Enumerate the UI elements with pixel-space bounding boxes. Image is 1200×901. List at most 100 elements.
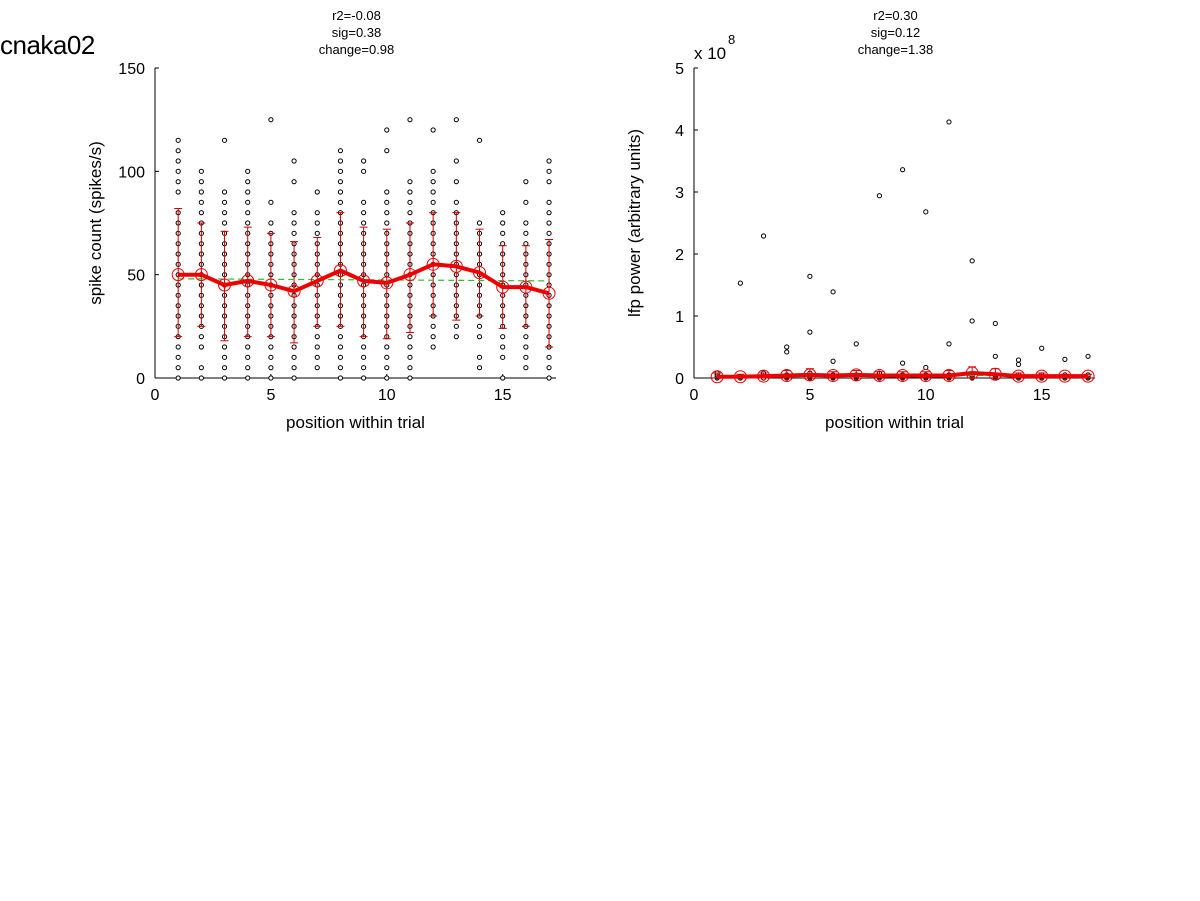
chart-0-trial-point	[245, 344, 251, 350]
chart-0-trial-point	[407, 210, 413, 216]
chart-0-trial-point	[384, 210, 390, 216]
chart-1-mean-marker	[942, 369, 956, 383]
chart-1-x-axis-label: position within trial	[825, 413, 964, 432]
chart-0-trial-point	[314, 189, 320, 195]
chart-1-trial-point	[784, 349, 790, 355]
chart-0-trial-point	[268, 354, 274, 360]
chart-1-trial-point	[1039, 345, 1045, 351]
chart-1-trial-point	[900, 360, 906, 366]
chart-0-trial-point	[361, 365, 367, 371]
chart-1-x-tick-label: 0	[690, 387, 699, 404]
chart-0-mean-line	[178, 262, 550, 296]
chart-0-mean-marker	[310, 274, 324, 288]
chart-0-y-axis-label: spike count (spikes/s)	[86, 141, 105, 304]
chart-0-trial-point	[198, 168, 204, 174]
chart-0-trial-point	[337, 189, 344, 195]
chart-0-trial-point	[407, 354, 413, 360]
chart-0-trial-point	[314, 334, 320, 340]
chart-0-trial-point	[546, 158, 552, 164]
chart-0-trial-point	[407, 365, 413, 371]
chart-1-y-tick-label: 4	[675, 123, 684, 140]
chart-1-trial-point	[1062, 356, 1068, 362]
chart-0-y-tick-label: 0	[136, 371, 145, 388]
chart-1-trial-point	[853, 341, 859, 347]
chart-1-mean-marker	[757, 369, 771, 383]
chart-0-trial-point	[198, 344, 204, 350]
chart-0-y-tick-label: 100	[118, 164, 145, 181]
chart-0-trial-point	[384, 220, 390, 226]
chart-1-trial-point	[1015, 361, 1022, 367]
chart-0-trial-point	[384, 344, 390, 350]
chart-0-mean-marker	[287, 284, 301, 298]
chart-0-x-tick-label: 0	[151, 387, 160, 404]
chart-0-trial-point	[361, 354, 367, 360]
chart-0-trial-point	[245, 189, 251, 195]
chart-0-trial-point	[268, 344, 274, 350]
chart-0-trial-point	[198, 365, 204, 371]
chart-0-title-line: r2=-0.08	[332, 8, 381, 23]
chart-0-trial-point	[175, 365, 181, 371]
chart-1-trial-point	[900, 167, 906, 173]
chart-1-trial-point	[992, 320, 998, 327]
chart-0-trial-point	[198, 210, 204, 216]
chart-0-trial-point	[453, 158, 459, 164]
chart-0-trial-point	[523, 220, 529, 226]
chart-0-trial-point	[361, 168, 367, 174]
chart-1-trial-point	[760, 233, 767, 239]
chart-0-trial-point	[268, 365, 274, 371]
chart-0-trial-point	[407, 375, 413, 381]
chart-0-trial-point	[314, 210, 320, 216]
chart-1-mean-marker	[780, 369, 794, 383]
chart-0-trial-point	[314, 220, 320, 226]
chart-0-trial-point	[361, 344, 367, 350]
chart-0-y-tick-label: 50	[127, 268, 145, 285]
chart-0-trial-point	[407, 199, 413, 205]
chart-0-mean-marker	[218, 278, 232, 292]
chart-1-y-tick-label: 1	[675, 309, 684, 326]
chart-1-trial-point	[969, 258, 975, 264]
chart-0-trial-point	[384, 148, 390, 154]
chart-0-trial-point	[175, 375, 181, 381]
chart-0-trial-point	[291, 158, 297, 164]
chart-0-trial-point	[500, 354, 506, 360]
chart-1-trial-point	[737, 280, 743, 286]
chart-1-exponent-power: 8	[728, 32, 735, 47]
chart-0-trial-point	[476, 354, 483, 360]
chart-0-x-axis-label: position within trial	[286, 413, 425, 432]
chart-0-trial-point	[476, 220, 483, 226]
chart-0-trial-point	[546, 354, 552, 360]
chart-0-trial-point	[337, 168, 344, 174]
chart-0-trial-point	[175, 354, 181, 360]
chart-0-trial-point	[291, 365, 297, 371]
chart-1-mean-marker	[1012, 369, 1026, 383]
chart-0-trial-point	[384, 354, 390, 360]
chart-0-trial-point	[268, 375, 274, 381]
chart-1-title-line: change=1.38	[858, 42, 934, 57]
chart-0-trial-point	[430, 179, 436, 185]
chart-1-mean-marker	[826, 369, 840, 383]
chart-0-trial-point	[407, 179, 413, 185]
lfp-power-chart: 0 5 10 15 0 1 2 3 4 5 position within trial lfp pow…	[625, 8, 1095, 432]
chart-0-mean-marker	[264, 278, 278, 292]
chart-0-trial-point	[337, 365, 344, 371]
chart-0-trial-point	[337, 375, 344, 381]
chart-1-trial-point	[992, 353, 998, 359]
chart-0-trial-point	[221, 137, 228, 143]
chart-0-trial-point	[384, 127, 390, 133]
chart-1-trial-point	[830, 289, 836, 295]
chart-0-trial-point	[500, 334, 506, 340]
chart-1-mean-line	[717, 371, 1088, 379]
chart-0-trial-point	[384, 199, 390, 205]
chart-0-mean-marker	[426, 257, 440, 271]
chart-1-mean-marker	[896, 369, 910, 383]
chart-0-trial-point	[500, 375, 506, 381]
chart-0-mean-marker	[473, 266, 487, 280]
chart-0-trial-point	[221, 220, 228, 226]
chart-1-mean-marker	[872, 369, 886, 383]
chart-0-trial-point	[500, 210, 506, 216]
chart-1-title-line: r2=0.30	[873, 8, 917, 23]
chart-0-mean-marker	[194, 268, 208, 282]
chart-0-trial-point	[500, 344, 506, 350]
chart-1-y-tick-label: 3	[675, 185, 684, 202]
